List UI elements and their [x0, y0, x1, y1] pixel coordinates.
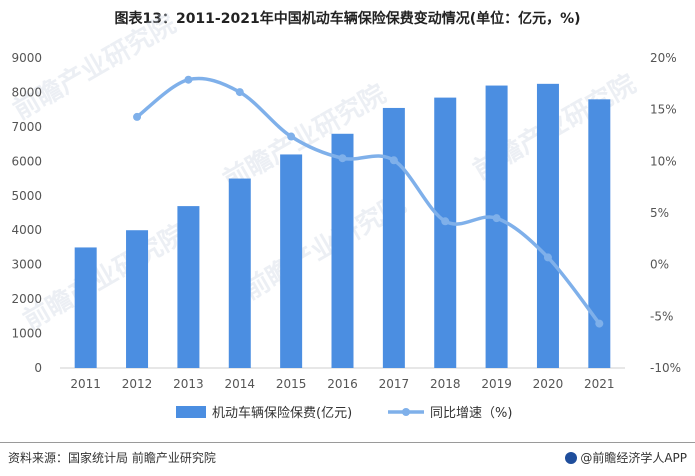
bar-2017 [382, 107, 405, 368]
growth-point-2015 [287, 132, 296, 141]
bar-2020 [536, 83, 559, 368]
x-axis-tick-label: 2020 [533, 377, 564, 391]
x-axis-tick-label: 2014 [224, 377, 255, 391]
left-axis-tick-label: 0 [34, 361, 42, 375]
x-axis-tick-label: 2011 [70, 377, 101, 391]
left-axis-tick-label: 2000 [11, 292, 42, 306]
brand-credit: @前瞻经济学人APP [565, 449, 687, 466]
growth-point-2020 [543, 253, 552, 262]
x-axis-tick-label: 2013 [173, 377, 204, 391]
source-note: 资料来源：国家统计局 前瞻产业研究院 [8, 451, 216, 465]
growth-point-2014 [235, 88, 244, 97]
watermark-text: 前瞻产业研究院 [18, 218, 191, 336]
left-axis-tick-label: 1000 [11, 327, 42, 341]
left-axis-tick-label: 6000 [11, 154, 42, 168]
bar-2018 [434, 97, 457, 368]
bar-2013 [177, 206, 200, 368]
left-axis-tick-label: 3000 [11, 258, 42, 272]
growth-point-2016 [338, 154, 347, 163]
legend-line-label: 同比增速（%) [430, 406, 512, 421]
left-axis-tick-label: 7000 [11, 120, 42, 134]
right-axis-tick-label: 15% [650, 103, 677, 117]
growth-point-2021 [595, 319, 604, 328]
bar-2012 [126, 230, 149, 368]
right-axis-tick-label: -10% [650, 361, 681, 375]
x-axis-tick-label: 2012 [122, 377, 153, 391]
growth-point-2018 [441, 217, 450, 226]
chart-plot-area: 前瞻产业研究院前瞻产业研究院前瞻产业研究院前瞻产业研究院前瞻产业研究院 0100… [8, 8, 681, 421]
x-axis-tick-label: 2021 [584, 377, 615, 391]
x-axis-tick-label: 2015 [276, 377, 307, 391]
growth-rate-line [135, 76, 601, 325]
right-axis-tick-label: 5% [650, 206, 669, 220]
bar-2011 [74, 247, 97, 368]
watermark-text: 前瞻产业研究院 [8, 8, 181, 126]
legend-bar-swatch [176, 406, 206, 418]
left-axis-tick-label: 9000 [11, 51, 42, 65]
growth-point-2012 [133, 112, 142, 121]
x-axis-tick-label: 2018 [430, 377, 461, 391]
x-axis-tick-label: 2016 [327, 377, 358, 391]
growth-point-2017 [389, 156, 398, 165]
x-axis-tick-label: 2017 [379, 377, 410, 391]
left-axis-tick-label: 5000 [11, 189, 42, 203]
right-axis-tick-label: 10% [650, 154, 677, 168]
legend-bar-label: 机动车辆保险保费(亿元) [212, 405, 352, 421]
right-axis-tick-label: 20% [650, 51, 677, 65]
chart-title: 图表13：2011-2021年中国机动车辆保险保费变动情况(单位：亿元，%) [114, 11, 581, 27]
bar-2016 [331, 133, 354, 368]
growth-point-2013 [184, 75, 193, 84]
right-axis-tick-label: -5% [650, 309, 673, 323]
brand-text: @前瞻经济学人APP [580, 451, 687, 465]
left-axis-tick-label: 8000 [11, 85, 42, 99]
left-axis-tick-label: 4000 [11, 223, 42, 237]
bar-2014 [228, 178, 251, 368]
brand-logo-icon [565, 452, 578, 464]
bar-2015 [280, 154, 303, 368]
growth-point-2019 [492, 214, 501, 223]
legend-line-marker [402, 408, 410, 416]
x-axis-tick-label: 2019 [481, 377, 512, 391]
bar-2021 [588, 99, 611, 368]
footer-divider [0, 442, 695, 443]
right-axis-tick-label: 0% [650, 258, 669, 272]
bar-2019 [485, 85, 508, 369]
